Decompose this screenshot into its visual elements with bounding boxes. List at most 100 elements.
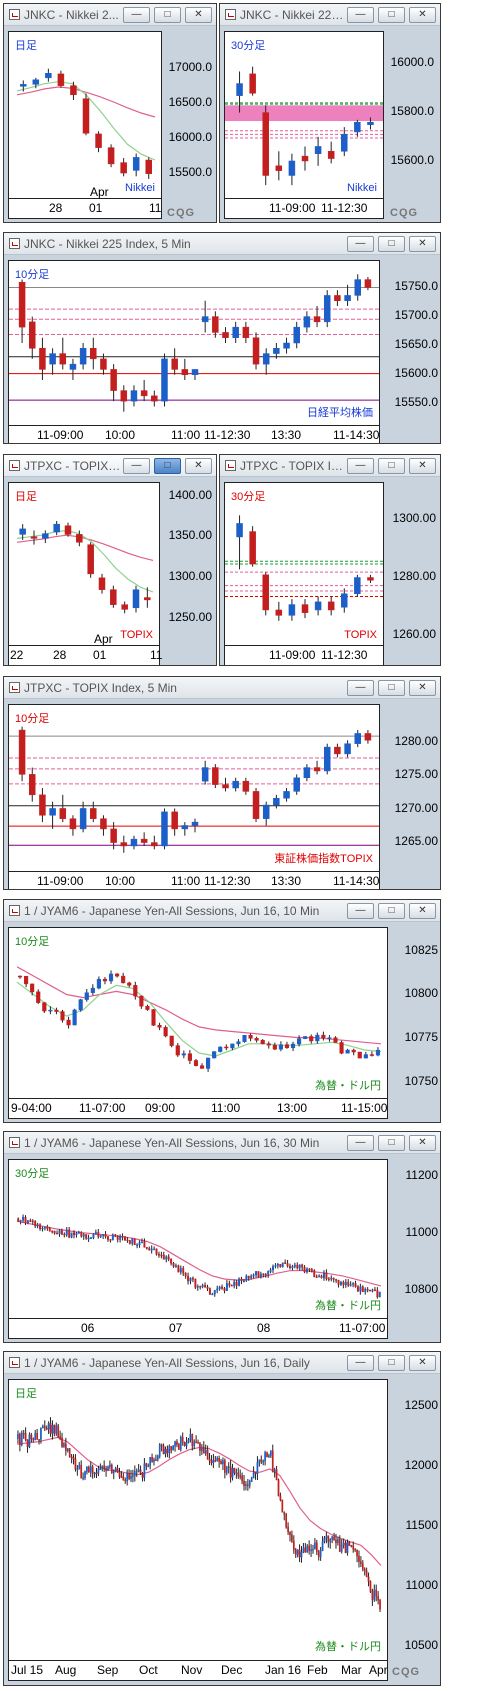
minimize-button[interactable]: — xyxy=(347,1134,374,1151)
minimize-button[interactable]: — xyxy=(347,457,374,474)
candle-body xyxy=(250,1275,253,1279)
candle-body xyxy=(296,1549,299,1555)
minimize-button[interactable]: — xyxy=(347,679,374,696)
candle-body xyxy=(367,122,374,125)
plot-area[interactable]: 10分足 日経平均株価 xyxy=(8,260,380,426)
candle-body xyxy=(120,162,127,174)
close-button[interactable]: ✕ xyxy=(409,1354,436,1371)
chart-window-jpy-30min[interactable]: 1 / JYAM6 - Japanese Yen-All Sessions, J… xyxy=(3,1131,441,1343)
maximize-button[interactable]: □ xyxy=(378,235,405,252)
chart-window-nikkei-5min[interactable]: JNKC - Nikkei 225 Index, 5 Min — □ ✕ 10分… xyxy=(3,232,441,444)
candle-body xyxy=(151,1457,153,1462)
instrument-label: TOPIX xyxy=(120,629,153,641)
maximize-button[interactable]: □ xyxy=(378,457,405,474)
candle-body xyxy=(283,342,290,349)
candle-body xyxy=(211,1293,214,1296)
chart-window-topix-5min[interactable]: JTPXC - TOPIX Index, 5 Min — □ ✕ 10分足 東証… xyxy=(3,676,441,890)
candle-body xyxy=(356,1549,358,1557)
maximize-button[interactable]: □ xyxy=(378,1354,405,1371)
candle-body xyxy=(249,531,256,565)
candle-body xyxy=(191,821,199,826)
maximize-button[interactable]: □ xyxy=(378,902,405,919)
candle-body xyxy=(39,794,46,816)
maximize-button[interactable]: □ xyxy=(154,457,181,474)
minimize-button[interactable]: — xyxy=(123,6,150,23)
x-tick-label: 13:00 xyxy=(277,1101,308,1115)
chart-window-jpy-daily[interactable]: 1 / JYAM6 - Japanese Yen-All Sessions, J… xyxy=(3,1351,441,1686)
titlebar[interactable]: JNKC - Nikkei 225 Index, 5 Min — □ ✕ xyxy=(4,233,440,255)
close-button[interactable]: ✕ xyxy=(409,457,436,474)
candle-body xyxy=(28,1434,31,1447)
close-button[interactable]: ✕ xyxy=(409,6,436,23)
candle-body xyxy=(301,155,309,162)
minimize-button[interactable]: — xyxy=(123,457,150,474)
candle-body xyxy=(118,1471,121,1477)
maximize-button[interactable]: □ xyxy=(378,6,405,23)
minimize-button[interactable]: — xyxy=(347,1354,374,1371)
plot-area[interactable]: 10分足 東証株価指数TOPIX xyxy=(8,704,380,872)
candle-body xyxy=(279,1495,282,1501)
close-button[interactable]: ✕ xyxy=(185,457,212,474)
candle-body xyxy=(20,84,27,87)
candle-body xyxy=(153,1459,155,1462)
candle-body xyxy=(293,1264,296,1267)
chart-window-nikkei-daily[interactable]: JNKC - Nikkei 2... — □ ✕ 日足 Nikkei 17000… xyxy=(3,3,217,223)
close-button[interactable]: ✕ xyxy=(409,902,436,919)
titlebar[interactable]: JNKC - Nikkei 2... — □ ✕ xyxy=(4,4,216,26)
y-axis: 17000.0 16500.0 16000.0 15500.0 xyxy=(162,31,212,199)
minimize-button[interactable]: — xyxy=(347,902,374,919)
close-button[interactable]: ✕ xyxy=(185,6,212,23)
plot-area[interactable]: 30分足 為替・ドル円 xyxy=(8,1159,388,1319)
candle-body xyxy=(59,353,67,365)
candle-body xyxy=(133,985,138,997)
chart-window-nikkei-30min[interactable]: JNKC - Nikkei 225 ... — □ ✕ 30分足 Nikkei … xyxy=(219,3,441,223)
candle-body xyxy=(256,1462,259,1474)
candle-body xyxy=(110,589,117,605)
minimize-button[interactable]: — xyxy=(347,235,374,252)
maximize-button[interactable]: □ xyxy=(378,679,405,696)
close-button[interactable]: ✕ xyxy=(409,235,436,252)
candlestick-chart xyxy=(225,515,383,621)
plot-area[interactable]: 日足 TOPIX xyxy=(8,482,160,646)
titlebar[interactable]: JNKC - Nikkei 225 ... — □ ✕ xyxy=(220,4,440,26)
maximize-button[interactable]: □ xyxy=(378,1134,405,1151)
candle-body xyxy=(80,1464,83,1479)
candle-body xyxy=(32,1438,35,1441)
chart-app-icon xyxy=(9,460,20,471)
plot-area[interactable]: 30分足 Nikkei xyxy=(224,31,384,199)
candle-body xyxy=(184,1272,187,1277)
candle-body xyxy=(36,1433,38,1440)
candle-body xyxy=(133,1471,136,1476)
maximize-button[interactable]: □ xyxy=(154,6,181,23)
candle-body xyxy=(34,1221,37,1227)
x-tick-label: 11-09:00 xyxy=(37,874,84,888)
close-button[interactable]: ✕ xyxy=(409,1134,436,1151)
titlebar[interactable]: 1 / JYAM6 - Japanese Yen-All Sessions, J… xyxy=(4,1352,440,1374)
candle-body xyxy=(172,1445,174,1451)
close-button[interactable]: ✕ xyxy=(409,679,436,696)
plot-area[interactable]: 日足 為替・ドル円 xyxy=(8,1379,388,1661)
candle-body xyxy=(130,1475,132,1479)
candle-body xyxy=(314,1542,316,1550)
candle-body xyxy=(293,777,300,792)
chart-window-topix-30min[interactable]: JTPXC - TOPIX Ind... — □ ✕ 30分足 TOPIX 13… xyxy=(219,454,441,666)
chart-window-jpy-10min[interactable]: 1 / JYAM6 - Japanese Yen-All Sessions, J… xyxy=(3,899,441,1123)
window-title: JTPXC - TOPIX In... xyxy=(24,458,123,473)
titlebar[interactable]: JTPXC - TOPIX Ind... — □ ✕ xyxy=(220,455,440,477)
candle-body xyxy=(19,1433,21,1446)
minimize-button[interactable]: — xyxy=(347,6,374,23)
plot-area[interactable]: 30分足 TOPIX xyxy=(224,482,384,646)
moving-average-short xyxy=(16,529,154,593)
chart-window-topix-daily[interactable]: JTPXC - TOPIX In... — □ ✕ 日足 TOPIX 1400.… xyxy=(3,454,217,666)
titlebar[interactable]: 1 / JYAM6 - Japanese Yen-All Sessions, J… xyxy=(4,900,440,922)
plot-area[interactable]: 10分足 為替・ドル円 xyxy=(8,927,388,1099)
plot-area[interactable]: 日足 Nikkei xyxy=(8,31,162,199)
candle-body xyxy=(55,1425,58,1434)
x-tick-label: 28 xyxy=(53,648,67,662)
titlebar[interactable]: JTPXC - TOPIX Index, 5 Min — □ ✕ xyxy=(4,677,440,699)
candle-body xyxy=(335,1279,338,1281)
x-axis: 9-04:00 11-07:00 09:00 11:00 13:00 11-15… xyxy=(8,1099,388,1119)
titlebar[interactable]: 1 / JYAM6 - Japanese Yen-All Sessions, J… xyxy=(4,1132,440,1154)
x-tick-label: 11-09:00 xyxy=(37,428,84,442)
titlebar[interactable]: JTPXC - TOPIX In... — □ ✕ xyxy=(4,455,216,477)
